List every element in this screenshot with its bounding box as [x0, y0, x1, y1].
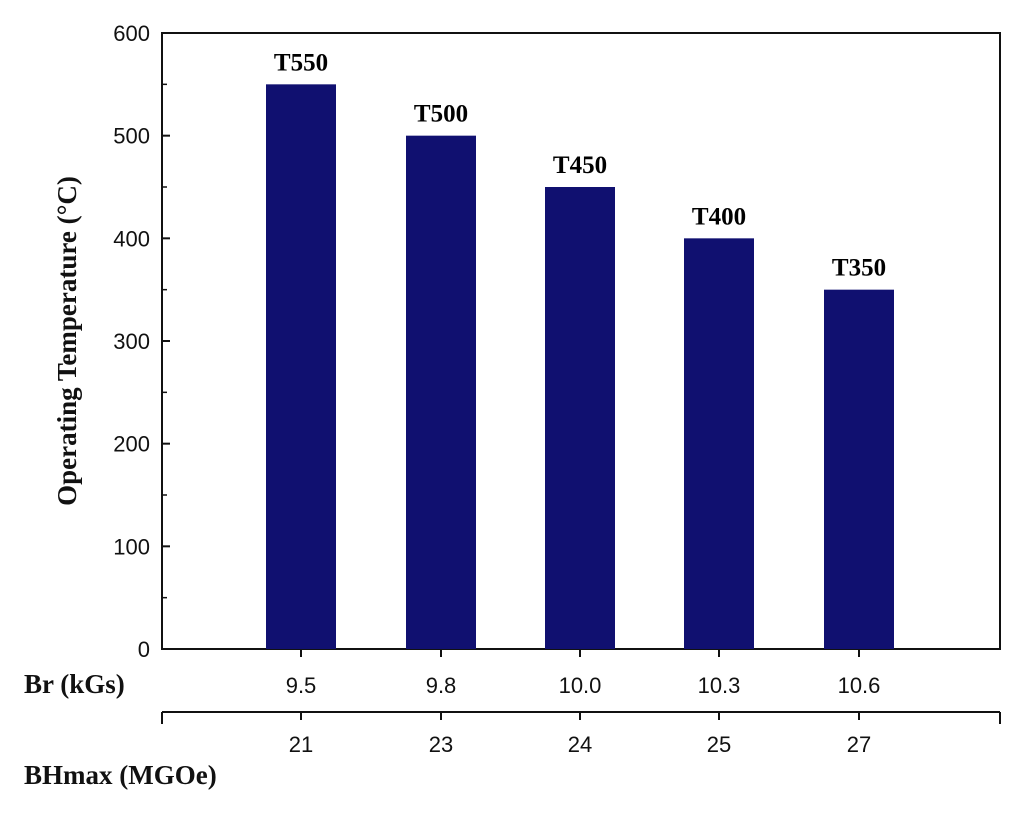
y-tick-label: 300	[113, 329, 150, 354]
y-axis-title: Operating Temperature (°C)	[52, 176, 82, 506]
x-tick-label-bhmax: 24	[568, 732, 592, 757]
x-tick-label-br: 10.3	[698, 673, 741, 698]
bar-data-label: T500	[414, 101, 468, 128]
x-axis-title-br: Br (kGs)	[24, 669, 125, 699]
y-tick-label: 200	[113, 432, 150, 457]
x-axis-bhmax: 21 23 24 25 27	[161, 712, 1001, 757]
x-tick-label-br: 10.0	[559, 673, 602, 698]
x-tick-label-br: 9.5	[286, 673, 317, 698]
bar	[266, 84, 336, 650]
bars	[266, 84, 894, 650]
bar	[824, 289, 894, 649]
bar-labels: T550 T500 T450 T400 T350	[274, 49, 886, 281]
y-tick-label: 100	[113, 534, 150, 559]
x-axis-title-bhmax: BHmax (MGOe)	[24, 760, 217, 790]
x-tick-label-bhmax: 23	[429, 732, 453, 757]
x-axis-br: 9.5 9.8 10.0 10.3 10.6	[286, 649, 881, 698]
bar-data-label: T350	[832, 255, 886, 282]
x-tick-label-bhmax: 21	[289, 732, 313, 757]
bar	[545, 187, 615, 649]
y-tick-label: 500	[113, 124, 150, 149]
y-tick-label: 400	[113, 226, 150, 251]
bar-data-label: T550	[274, 49, 328, 76]
bar-data-label: T450	[553, 152, 607, 179]
x-tick-label-bhmax: 27	[847, 732, 871, 757]
y-tick-label: 600	[113, 21, 150, 46]
y-tick-label: 0	[138, 637, 150, 662]
bar	[684, 238, 754, 650]
bar	[406, 135, 476, 649]
bar-data-label: T400	[692, 203, 746, 230]
x-tick-label-bhmax: 25	[707, 732, 731, 757]
x-tick-label-br: 9.8	[426, 673, 457, 698]
y-axis: 0 100 200 300 400 500 600	[113, 21, 170, 662]
x-tick-label-br: 10.6	[838, 673, 881, 698]
